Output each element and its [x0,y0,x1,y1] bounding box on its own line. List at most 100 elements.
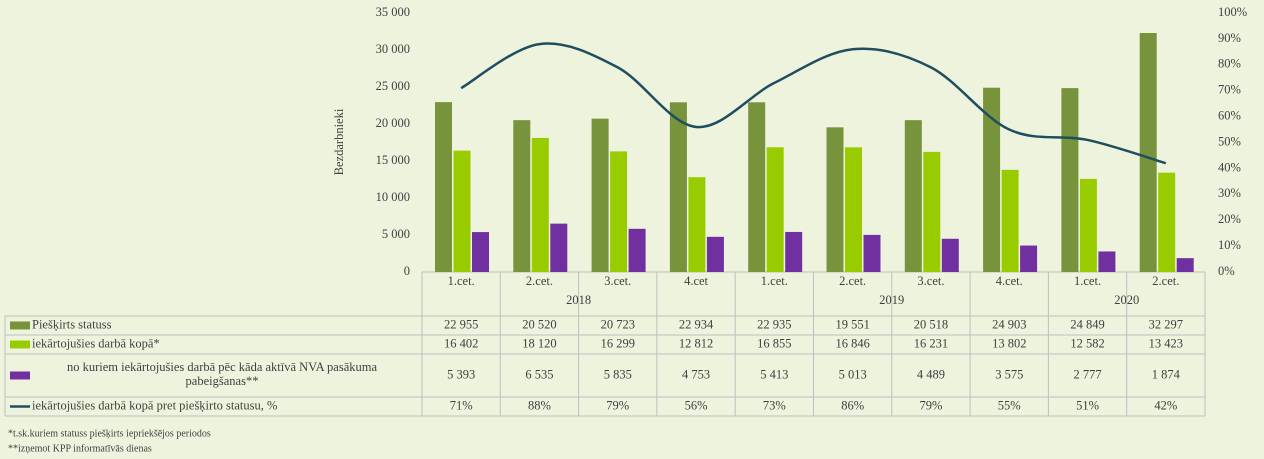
table-value: 51% [1076,398,1099,412]
y-tick-label: 5 000 [382,227,410,241]
table-value: 24 849 [1070,317,1104,331]
table-value: 71% [450,398,473,412]
bar [688,177,706,272]
x-tick-label: 1.cet. [761,274,788,288]
bar [550,223,568,272]
footnote: *t.sk.kuriem statuss piešķirts iepriekšē… [8,428,211,439]
y2-tick-label: 10% [1218,238,1241,252]
bar [591,118,609,272]
y2-tick-label: 0% [1218,264,1235,278]
x-tick-label: 2.cet. [839,274,866,288]
table-value: 16 846 [835,336,869,350]
table-value: 79% [919,398,942,412]
bar [1061,88,1079,272]
bar [610,151,628,272]
table-value: 4 753 [682,367,710,381]
bar [472,232,489,272]
bar [1139,33,1157,273]
y-axis-label: Bezdarbnieki [332,108,346,175]
table-value: 6 535 [525,367,553,381]
table-value: 16 299 [601,336,635,350]
table-value: 5 413 [760,367,788,381]
y-tick-label: 25 000 [376,79,410,93]
y-tick-label: 20 000 [376,116,410,130]
legend-label: no kuriem iekārtojušies darbā pēc kāda a… [66,360,378,388]
table-value: 13 423 [1149,336,1183,350]
bar [1020,245,1038,272]
table-value: 73% [763,398,786,412]
legend-label: Piešķirts statuss [32,317,112,331]
table-value: 16 402 [444,336,478,350]
bar [1098,251,1116,272]
table-value: 12 812 [679,336,713,350]
y-tick-label: 0 [404,264,410,278]
bar [863,234,881,272]
table-value: 13 802 [992,336,1026,350]
table-value: 79% [606,398,629,412]
y2-tick-label: 30% [1218,186,1241,200]
legend-label: iekārtojušies darbā kopā pret piešķirto … [32,398,277,412]
legend-key [10,371,30,380]
y2-tick-label: 70% [1218,83,1241,97]
table-value: 3 575 [995,367,1023,381]
x-tick-label: 3.cet. [917,274,944,288]
y2-tick-label: 40% [1218,160,1241,174]
table-value: 4 489 [917,367,945,381]
table-value: 18 120 [522,336,556,350]
table-value: 24 903 [992,317,1026,331]
legend-label: iekārtojušies darbā kopā* [32,336,160,350]
table-value: 20 518 [914,317,948,331]
y-tick-label: 30 000 [376,42,410,56]
x-tick-label: 1.cet. [1074,274,1101,288]
bar [785,231,803,272]
line [460,42,1167,165]
table-value: 2 777 [1073,367,1101,381]
table-value: 20 520 [522,317,556,331]
legend-label-box: no kuriem iekārtojušies darbā pēc kāda a… [66,360,378,388]
table-value: 88% [528,398,551,412]
table-value: 56% [685,398,708,412]
table-value: 22 955 [444,317,478,331]
x-tick-label: 1.cet. [448,274,475,288]
table-value: 19 551 [835,317,869,331]
x-tick-label: 2.cet. [526,274,553,288]
table-value: 12 582 [1070,336,1104,350]
bar [766,147,784,272]
footnote: **izņemot KPP informatīvās dienas [8,443,152,454]
x-tick-label: 4.cet [684,274,708,288]
bar [628,228,646,272]
bar [453,150,471,272]
bar [531,137,549,272]
y-tick-label: 10 000 [376,190,410,204]
bar [826,127,844,272]
table-value: 22 935 [757,317,791,331]
bar [983,87,1001,272]
table-value: 5 393 [447,367,475,381]
bar [904,120,922,272]
table-value: 32 297 [1149,317,1183,331]
table-value: 22 934 [679,317,714,331]
bar [669,102,687,273]
y2-tick-label: 50% [1218,134,1241,148]
y2-tick-label: 60% [1218,108,1241,122]
bar [845,147,862,272]
bar [1001,169,1019,272]
table-value: 5 013 [839,367,867,381]
bar [748,102,766,272]
legend-key [10,340,30,349]
bar [923,151,941,272]
table-value: 42% [1154,398,1177,412]
bar [1158,172,1176,272]
bar [941,238,959,272]
bar [435,102,452,273]
table-value: 20 723 [601,317,635,331]
x-tick-label: 2.cet. [1152,274,1179,288]
table-value: 16 231 [914,336,948,350]
x-tick-label: 4.cet. [996,274,1023,288]
y-tick-label: 35 000 [376,5,410,19]
group-label: 2019 [879,293,904,307]
table-value: 5 835 [604,367,632,381]
y2-tick-label: 100% [1218,5,1247,19]
